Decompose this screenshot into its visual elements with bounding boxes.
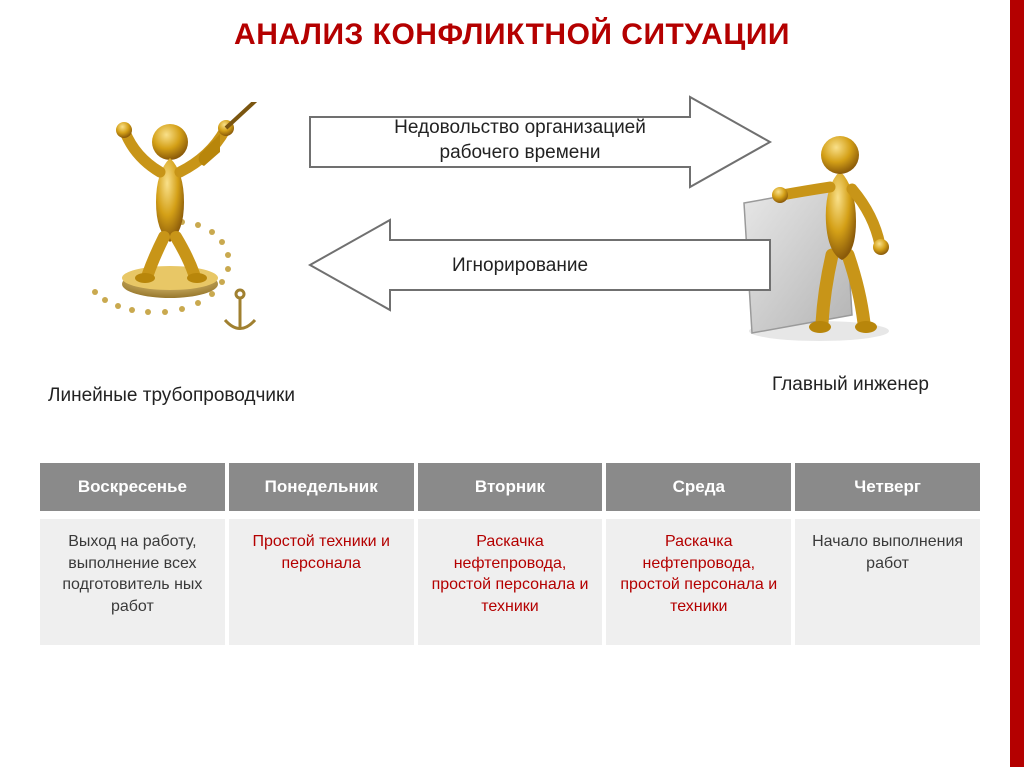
table-header: Вторник [418,463,603,511]
table-header: Воскресенье [40,463,225,511]
arrow-right-label: Недовольство организацией рабочего време… [370,116,670,165]
table-cell: Раскачка нефтепровода, простой персонала… [418,519,603,645]
arrow-left-label: Игнорирование [370,255,670,277]
table-cell: Раскачка нефтепровода, простой персонала… [606,519,791,645]
table-cell: Начало выполнения работ [795,519,980,645]
table-header: Четверг [795,463,980,511]
figure-left [70,102,290,337]
diagram: Недовольство организацией рабочего време… [0,60,1024,430]
table-header: Понедельник [229,463,414,511]
caption-right: Главный инженер [772,374,929,396]
caption-left: Линейные трубопроводчики [48,385,295,407]
page-title: АНАЛИЗ КОНФЛИКТНОЙ СИТУАЦИИ [0,0,1024,52]
table-cell: Простой техники и персонала [229,519,414,645]
schedule-table: ВоскресеньеПонедельникВторникСредаЧетвер… [36,455,984,653]
table-cell: Выход на работу, выполнение всех подгото… [40,519,225,645]
table-header: Среда [606,463,791,511]
